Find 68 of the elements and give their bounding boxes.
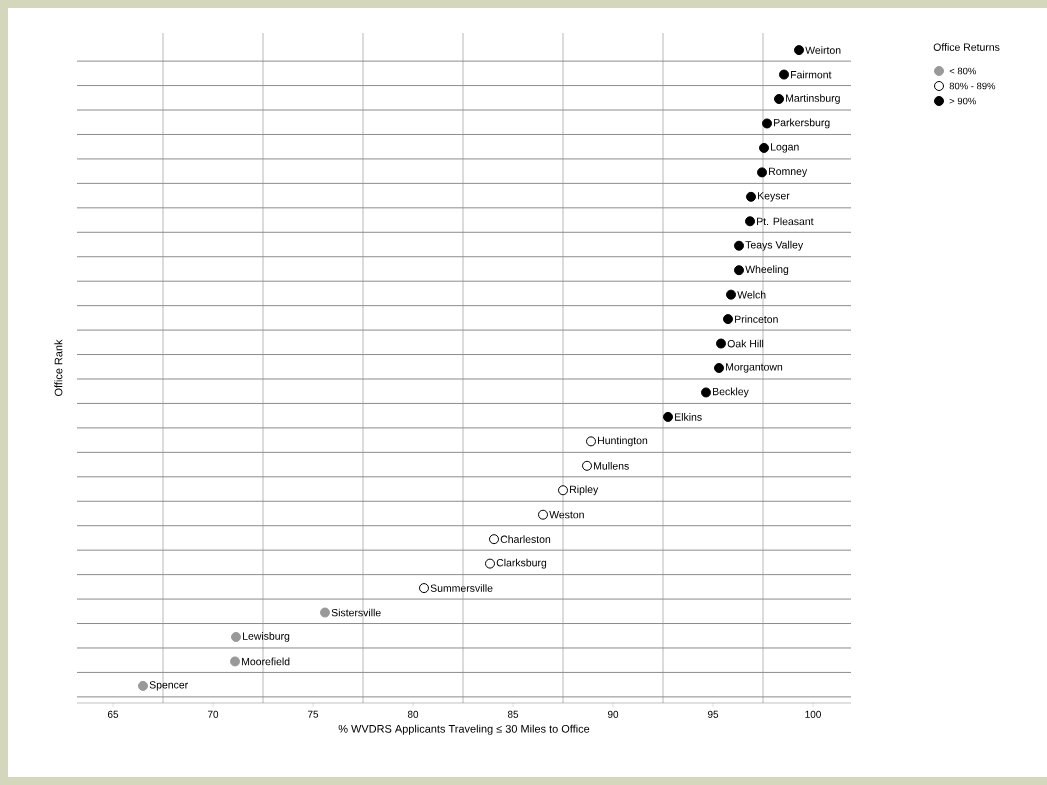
y-tick-label: Ripley (570, 485, 599, 496)
point (586, 436, 597, 447)
point (726, 289, 737, 300)
y-tick-label: Morgantown (726, 363, 783, 373)
point (734, 265, 745, 276)
point (774, 94, 785, 105)
point (701, 387, 712, 398)
y-tick-label: Elkins (675, 413, 702, 421)
y-tick-label: Teays Valley (745, 240, 804, 251)
point (734, 240, 745, 251)
x-tick-label: 70 (207, 710, 219, 718)
point (231, 631, 241, 642)
point (745, 216, 756, 227)
point (757, 167, 768, 178)
y-tick-label: Clarksburg (496, 558, 547, 569)
x-tick-label: 95 (707, 710, 719, 718)
y-tick-label: Oak Hill (727, 339, 764, 348)
point (746, 191, 757, 202)
y-tick-label: Pt. Pleasant (757, 217, 814, 226)
point (663, 411, 674, 422)
y-tick-label: Beckley (713, 387, 749, 398)
y-tick-label: Weston (549, 511, 584, 519)
y-tick-label: Lewisburg (243, 632, 290, 642)
y-tick-label: Romney (769, 167, 808, 178)
y-tick-label: Keyser (758, 192, 790, 202)
legend-label: < 80% (949, 67, 976, 75)
x-tick-label: 65 (107, 710, 119, 718)
point (582, 460, 593, 471)
y-tick-label: Fairmont (791, 70, 832, 79)
point (538, 509, 549, 520)
legend-label: > 90% (949, 97, 976, 105)
legend-title: Office Returns (933, 43, 1000, 51)
y-tick-label: Welch (737, 290, 766, 299)
point (558, 485, 569, 496)
point (794, 45, 805, 56)
y-tick-label: Weirton (805, 46, 841, 54)
x-tick-label: 100 (805, 710, 821, 718)
point (138, 680, 148, 691)
y-tick-label: Princeton (735, 315, 778, 323)
y-tick-label: Mullens (594, 461, 629, 470)
point (485, 558, 496, 569)
x-axis-title: % WVDRS Applicants Traveling ≤ 30 Miles to Office (338, 724, 590, 735)
point (230, 656, 240, 667)
y-tick-label: Huntington (598, 436, 648, 447)
point (320, 607, 330, 618)
legend-label: 80% - 89% (949, 82, 996, 90)
y-tick-label: Logan (771, 143, 799, 153)
x-tick-label: 75 (307, 710, 319, 718)
point (489, 534, 500, 545)
x-tick-label: 85 (507, 710, 519, 718)
point (723, 314, 734, 325)
point (779, 69, 790, 80)
x-tick-label: 90 (607, 710, 619, 718)
y-axis-title: Office Rank (54, 339, 63, 397)
y-tick-label: Moorefield (242, 657, 290, 666)
y-tick-label: Charleston (500, 535, 551, 544)
point (759, 142, 770, 153)
point (716, 338, 727, 349)
x-tick-label: 80 (407, 710, 419, 718)
point (419, 583, 429, 594)
y-tick-label: Parkersburg (774, 118, 830, 129)
y-tick-label: Spencer (149, 681, 188, 691)
y-tick-label: Sistersville (331, 608, 381, 617)
point (762, 118, 773, 129)
point (714, 363, 725, 373)
y-tick-label: Wheeling (745, 265, 789, 276)
y-tick-label: Summersville (430, 584, 493, 592)
y-tick-label: Martinsburg (786, 94, 840, 104)
